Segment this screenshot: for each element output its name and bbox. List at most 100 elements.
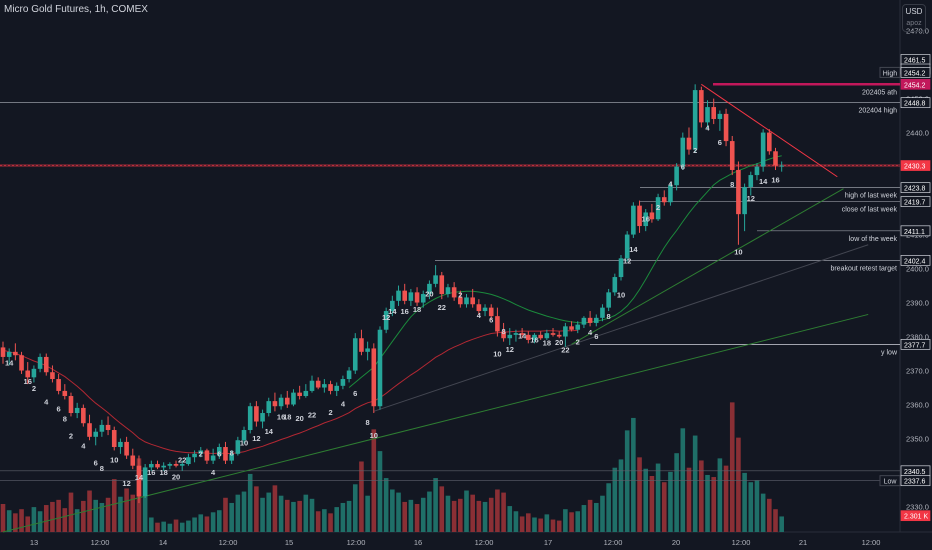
volume-bar: [284, 499, 290, 532]
count-label: 12: [747, 194, 755, 203]
candle-body: [445, 287, 451, 295]
candle-body: [167, 464, 173, 466]
candle-body: [260, 413, 265, 422]
candle-body: [575, 324, 581, 330]
candle-body: [593, 317, 599, 323]
count-label: 8: [501, 327, 505, 336]
volume-bar: [297, 500, 302, 532]
candle-body: [346, 370, 352, 380]
candle-body: [56, 379, 61, 391]
count-label: 20: [555, 338, 563, 347]
count-label: 16: [771, 176, 779, 185]
volume-bar: [118, 496, 123, 532]
candle-body: [6, 351, 12, 357]
volume-bar: [149, 517, 154, 532]
volume-bar: [680, 428, 686, 532]
volume-bar: [31, 507, 37, 532]
level-label: 202404 high: [858, 108, 897, 115]
candle-body: [284, 397, 290, 405]
count-label: 6: [681, 162, 685, 171]
x-tick-label: 16: [414, 538, 422, 547]
candle-body: [303, 390, 309, 397]
candle-body: [482, 307, 488, 312]
volume-bar: [674, 453, 679, 532]
volume-bar: [346, 500, 352, 532]
volume-bar: [303, 494, 309, 532]
candle-body: [328, 384, 333, 391]
price-tag: 2454.2: [904, 70, 926, 77]
count-label: 10: [493, 350, 501, 359]
volume-bar: [173, 519, 179, 532]
price-tag-box: [900, 225, 931, 237]
candle-body: [192, 453, 197, 458]
candle-body: [402, 290, 407, 301]
candle-body: [563, 326, 568, 337]
volume-bar: [111, 479, 117, 532]
volume-bar: [643, 468, 649, 532]
candle-body: [229, 453, 234, 461]
count-label: 20: [172, 472, 180, 481]
count-label: 20: [425, 289, 433, 298]
candle-body: [278, 397, 284, 407]
price-tag-name-box: [879, 66, 901, 78]
currency-button[interactable]: USD apoz: [902, 4, 926, 32]
volume-bar: [210, 512, 216, 532]
candle-body: [161, 465, 166, 468]
volume-bar: [661, 482, 667, 532]
volume-bar: [254, 486, 259, 532]
candle-body: [365, 348, 370, 352]
candle-body: [217, 447, 222, 456]
price-tag: 2430.3: [904, 164, 926, 171]
volume-bar: [748, 482, 754, 532]
candle-body: [408, 292, 414, 301]
price-tag: 2402.4: [904, 258, 926, 265]
count-label: 2: [656, 203, 660, 212]
volume-bar: [451, 500, 457, 532]
count-label: 16: [530, 335, 538, 344]
volume-bar: [649, 476, 655, 532]
symbol-title: Micro Gold Futures, 1h, COMEX: [4, 4, 148, 15]
candle-body: [692, 90, 698, 150]
level-label: 202405 ath: [862, 89, 897, 96]
count-label: 4: [81, 442, 86, 451]
price-tag: 2.301 K: [904, 514, 928, 521]
volume-bar: [383, 478, 389, 532]
candle-body: [532, 334, 537, 340]
volume-bar: [229, 502, 234, 532]
volume-bar: [476, 500, 482, 532]
volume-bar: [563, 509, 568, 532]
price-tag: 2377.7: [904, 342, 926, 349]
y-tick-label: 2360.0: [906, 401, 929, 410]
volume-bar: [600, 495, 605, 532]
level-label: high of last week: [845, 193, 898, 200]
count-label: 14: [388, 307, 397, 316]
count-label: 6: [57, 404, 61, 413]
candle-body: [649, 212, 655, 220]
candle-body: [767, 132, 772, 152]
y-tick-label: 2400.0: [906, 265, 929, 274]
candle-body: [606, 292, 611, 308]
x-tick-label: 20: [672, 538, 680, 547]
candle-body: [155, 464, 160, 468]
volume-bar: [606, 483, 611, 532]
count-label: 16: [24, 377, 32, 386]
volume-bar: [637, 457, 642, 532]
y-tick-label: 2350.0: [906, 435, 929, 444]
volume-bar: [6, 510, 12, 532]
count-label: 22: [308, 410, 316, 419]
candle-body: [340, 379, 346, 386]
candle-body: [93, 431, 98, 437]
volume-bar: [291, 501, 296, 532]
x-tick-label: 12:00: [862, 538, 881, 547]
candle-body: [322, 384, 327, 388]
price-tag: 2337.6: [904, 479, 926, 486]
candle-body: [600, 307, 605, 318]
candle-body: [352, 338, 358, 371]
price-tag: 2461.5: [904, 57, 926, 64]
candle-body: [519, 333, 525, 335]
volume-bar: [247, 473, 253, 532]
candle-body: [396, 290, 401, 301]
candle-body: [612, 277, 618, 293]
volume-bar: [420, 497, 426, 532]
